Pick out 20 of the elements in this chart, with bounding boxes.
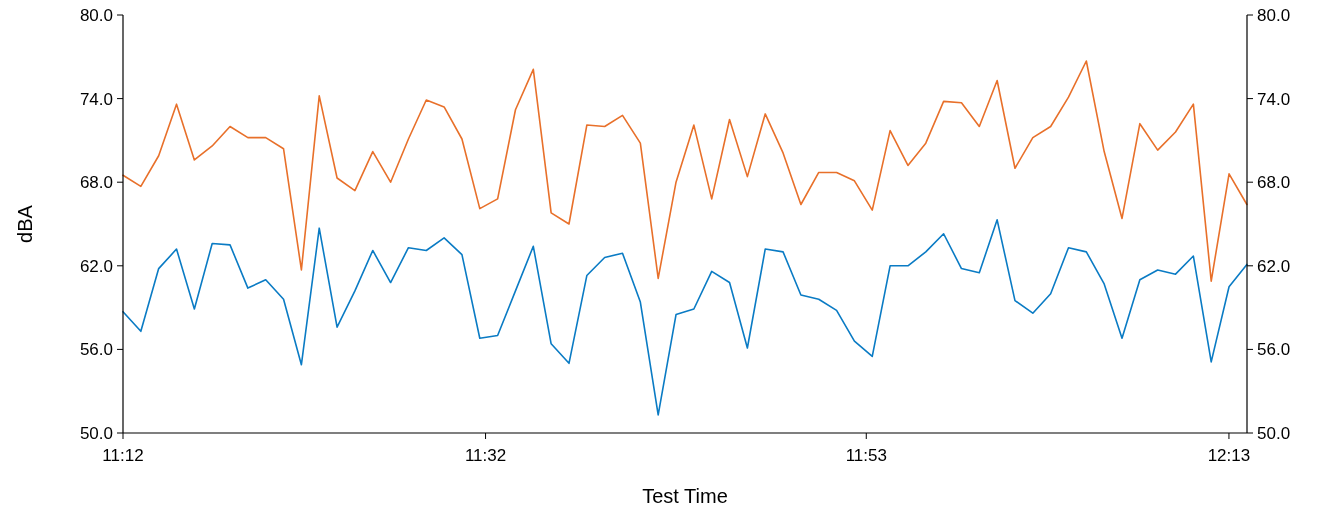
x-tick-label: 11:12 bbox=[102, 446, 144, 465]
y-tick-label: 62.0 bbox=[79, 256, 113, 276]
y2-tick-label: 80.0 bbox=[1257, 5, 1291, 25]
y2-tick-label: 62.0 bbox=[1257, 256, 1291, 276]
y2-tick-label: 68.0 bbox=[1257, 173, 1291, 193]
line-series bbox=[122, 60, 1248, 282]
y2-tick-label: 50.0 bbox=[1257, 423, 1291, 443]
y-tick-label: 56.0 bbox=[79, 340, 113, 360]
x-tick-label: 11:32 bbox=[464, 446, 507, 465]
y-axis-title: dBA bbox=[14, 204, 36, 243]
line-series bbox=[122, 219, 1248, 416]
y-tick-label: 74.0 bbox=[79, 89, 113, 109]
y-tick-label: 80.0 bbox=[79, 5, 113, 25]
x-tick-label: 11:53 bbox=[845, 446, 887, 465]
y-tick-label: 50.0 bbox=[79, 423, 113, 443]
y-tick-label: 68.0 bbox=[79, 173, 113, 193]
x-axis-title: Test Time bbox=[642, 485, 728, 507]
y2-tick-label: 74.0 bbox=[1257, 89, 1291, 109]
y2-tick-label: 56.0 bbox=[1257, 340, 1291, 360]
x-tick-label: 12:13 bbox=[1207, 446, 1251, 465]
